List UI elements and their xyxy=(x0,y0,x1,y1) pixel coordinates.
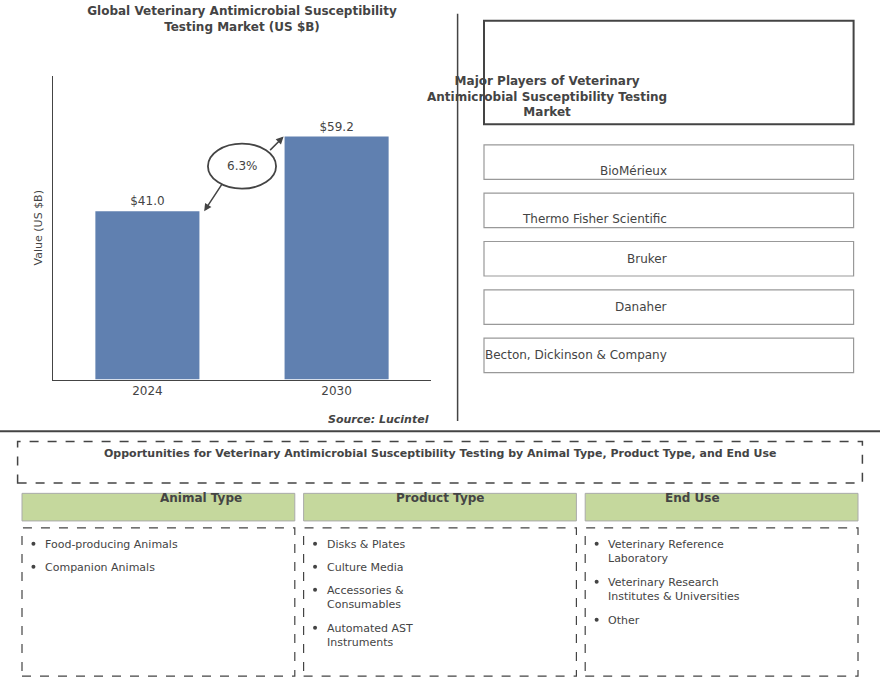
svg-text:Automated ASTInstruments: Automated ASTInstruments xyxy=(327,622,413,649)
svg-text:BioMérieux: BioMérieux xyxy=(600,164,667,178)
svg-text:Culture Media: Culture Media xyxy=(327,561,404,574)
svg-text:Global Veterinary Antimicrobia: Global Veterinary Antimicrobial Suscepti… xyxy=(87,4,397,34)
svg-text:Other: Other xyxy=(608,614,640,627)
svg-text:Product Type: Product Type xyxy=(396,491,484,505)
svg-text:Value (US $B): Value (US $B) xyxy=(32,190,45,265)
svg-text:Companion Animals: Companion Animals xyxy=(45,561,155,574)
svg-text:Thermo Fisher Scientific: Thermo Fisher Scientific xyxy=(522,212,667,226)
svg-text:6.3%: 6.3% xyxy=(227,159,258,173)
svg-text:Opportunities for Veterinary A: Opportunities for Veterinary Antimicrobi… xyxy=(104,447,776,460)
svg-text:$41.0: $41.0 xyxy=(130,194,164,208)
svg-text:2030: 2030 xyxy=(321,384,352,398)
svg-text:Food-producing Animals: Food-producing Animals xyxy=(45,538,178,551)
svg-text:Source: Lucintel: Source: Lucintel xyxy=(328,413,429,426)
svg-text:$59.2: $59.2 xyxy=(319,120,353,134)
svg-text:Disks & Plates: Disks & Plates xyxy=(327,538,405,551)
svg-text:2024: 2024 xyxy=(132,384,163,398)
svg-text:Danaher: Danaher xyxy=(615,300,667,314)
svg-text:Animal Type: Animal Type xyxy=(160,491,242,505)
svg-text:End Use: End Use xyxy=(665,491,720,505)
svg-text:Veterinary ReferenceLaboratory: Veterinary ReferenceLaboratory xyxy=(608,538,724,565)
svg-text:Bruker: Bruker xyxy=(627,252,667,266)
svg-text:Becton, Dickinson & Company: Becton, Dickinson & Company xyxy=(485,348,667,362)
svg-text:Accessories &Consumables: Accessories &Consumables xyxy=(327,584,404,611)
svg-text:Major Players of VeterinaryAnt: Major Players of VeterinaryAntimicrobial… xyxy=(427,74,667,119)
svg-text:Veterinary ResearchInstitutes: Veterinary ResearchInstitutes & Universi… xyxy=(608,576,740,603)
